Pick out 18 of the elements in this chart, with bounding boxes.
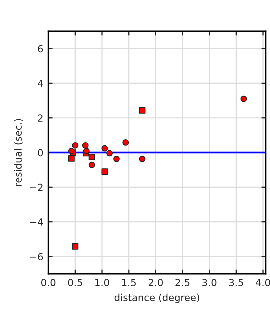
y-tick-label: 0: [38, 149, 44, 157]
x-tick-label: 0.0: [42, 279, 56, 286]
x-tick-label: 1.5: [122, 279, 136, 286]
y-tick-label: 6: [38, 45, 44, 53]
x-tick-label: 0.5: [68, 279, 82, 286]
y-tick-label: −4: [30, 218, 44, 226]
x-axis-title: distance (degree): [114, 294, 200, 304]
y-tick-label: 4: [38, 80, 44, 88]
x-tick-label: 3.5: [229, 279, 244, 286]
y-axis-title: residual (sec.): [14, 119, 24, 186]
x-tick-label: 2.5: [176, 279, 190, 286]
y-tick-label: −6: [30, 253, 44, 261]
x-tick-label: 3.0: [202, 279, 217, 286]
x-tick-label: 2.0: [148, 279, 164, 286]
y-tick-label: −2: [30, 184, 43, 192]
x-tick-label: 4.0: [256, 279, 270, 286]
x-tick-label: 1.0: [96, 279, 110, 286]
y-tick-label: 2: [38, 114, 43, 122]
